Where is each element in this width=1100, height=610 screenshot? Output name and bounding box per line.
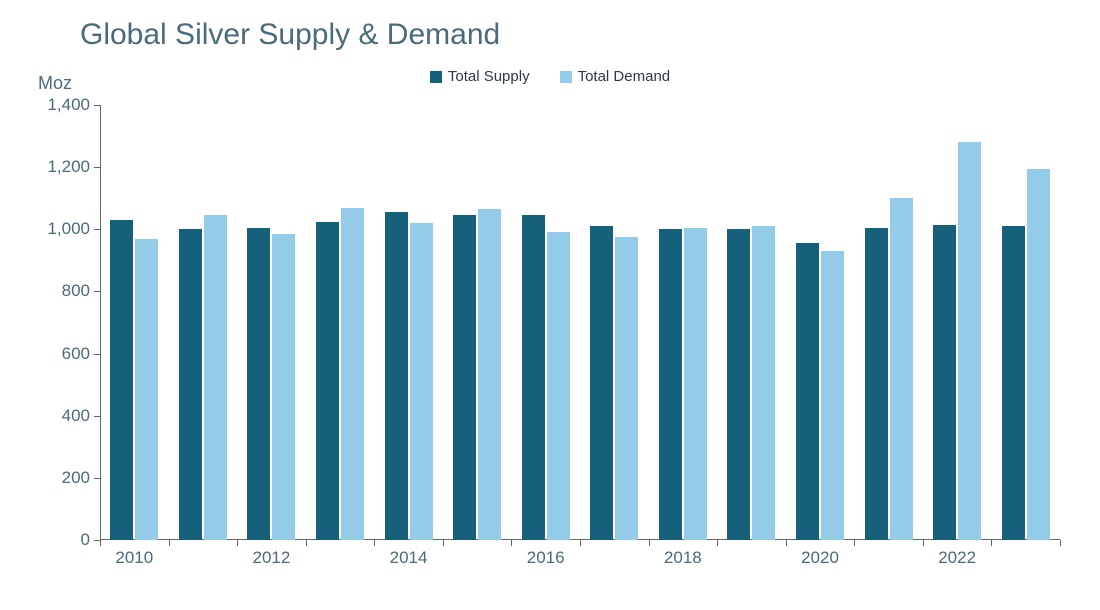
x-tick-label: 2018 [664,540,702,568]
legend-item-demand: Total Demand [560,68,671,85]
legend-swatch-demand [560,71,572,83]
x-tick [786,540,787,546]
legend-item-supply: Total Supply [430,68,530,85]
x-tick [649,540,650,546]
x-tick [237,540,238,546]
bar-demand [821,251,844,540]
bar-supply [453,215,476,540]
y-tick-label: 1,000 [47,219,100,239]
bar-demand [341,208,364,540]
x-tick-label: 2010 [115,540,153,568]
bar-demand [958,142,981,540]
bar-supply [316,222,339,540]
x-tick [854,540,855,546]
legend: Total Supply Total Demand [0,68,1100,85]
bar-supply [1002,226,1025,540]
y-tick-label: 200 [62,468,100,488]
bar-supply [522,215,545,540]
legend-swatch-supply [430,71,442,83]
bar-demand [135,239,158,540]
x-tick-label: 2020 [801,540,839,568]
bar-supply [385,212,408,540]
x-tick-label: 2016 [527,540,565,568]
y-tick-label: 400 [62,406,100,426]
chart-title: Global Silver Supply & Demand [80,18,500,52]
x-tick [374,540,375,546]
y-tick-label: 800 [62,281,100,301]
x-tick [923,540,924,546]
bar-demand [478,209,501,540]
bar-supply [865,228,888,540]
bar-demand [204,215,227,540]
bar-demand [547,232,570,540]
x-tick [717,540,718,546]
x-tick [169,540,170,546]
bar-supply [179,229,202,540]
bar-supply [247,228,270,540]
y-tick-label: 0 [81,530,100,550]
x-tick [100,540,101,546]
x-tick [1060,540,1061,546]
plot-area: 02004006008001,0001,2001,400201020122014… [100,105,1060,540]
legend-label-supply: Total Supply [448,68,530,85]
bar-supply [110,220,133,540]
x-tick-label: 2022 [938,540,976,568]
y-tick-label: 1,200 [47,157,100,177]
bar-supply [933,225,956,540]
x-tick [306,540,307,546]
bar-demand [684,228,707,540]
bar-demand [752,226,775,540]
bar-supply [659,229,682,540]
bar-supply [796,243,819,540]
bar-supply [727,229,750,540]
y-tick-label: 1,400 [47,95,100,115]
x-tick [511,540,512,546]
legend-label-demand: Total Demand [578,68,671,85]
x-tick [580,540,581,546]
x-tick [443,540,444,546]
bar-supply [590,226,613,540]
x-tick-label: 2012 [253,540,291,568]
y-tick-label: 600 [62,344,100,364]
x-tick [991,540,992,546]
bar-demand [890,198,913,540]
bar-demand [615,237,638,540]
bar-demand [272,234,295,540]
x-tick-label: 2014 [390,540,428,568]
bar-demand [1027,169,1050,540]
y-axis [100,105,101,540]
bar-demand [410,223,433,540]
